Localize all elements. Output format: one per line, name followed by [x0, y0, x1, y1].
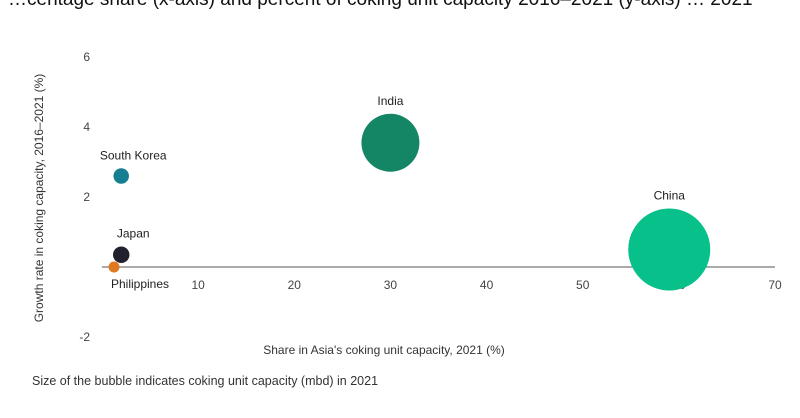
bubble-label: China	[654, 189, 686, 203]
bubble-label: Japan	[117, 227, 150, 241]
x-tick-label: 10	[191, 278, 205, 292]
bubble-south-korea	[113, 168, 129, 184]
x-tick-label: 70	[768, 278, 782, 292]
bubble-labels: India China South Korea Japan Philippines	[100, 94, 685, 291]
bubbles	[108, 113, 711, 291]
bubble-label: South Korea	[100, 148, 167, 162]
bubble-label: Philippines	[111, 277, 169, 291]
chart-title: …centage share (x-axis) and percent of c…	[8, 0, 792, 12]
x-tick-label: 50	[576, 278, 590, 292]
y-axis-title: Growth rate in coking capacity, 2016–202…	[32, 74, 46, 323]
x-tick-label: 20	[288, 278, 302, 292]
bubble-label: India	[377, 94, 403, 108]
y-tick-label: 4	[83, 120, 90, 134]
x-axis-title: Share in Asia's coking unit capacity, 20…	[263, 343, 505, 357]
x-tick-label: 30	[384, 278, 398, 292]
y-tick-label: 6	[83, 50, 90, 64]
bubble-india	[361, 113, 420, 172]
x-tick-label: 40	[480, 278, 494, 292]
bubble-size-note: Size of the bubble indicates coking unit…	[32, 374, 379, 388]
bubble-philippines	[108, 261, 120, 273]
y-tick-label: 2	[83, 190, 90, 204]
bubble-japan	[112, 246, 130, 263]
y-tick-label: -2	[79, 330, 90, 344]
bubble-china	[628, 208, 711, 291]
y-tick-labels: 6 4 2 -2	[79, 50, 90, 344]
